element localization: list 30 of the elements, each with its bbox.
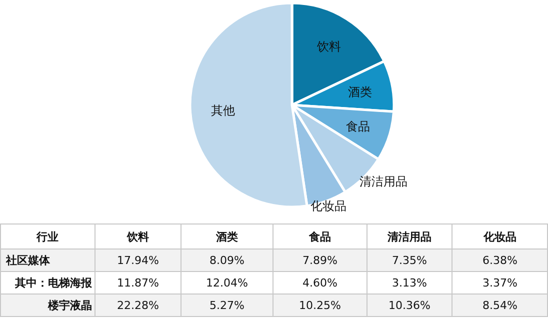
data-label: 12.04%: [206, 276, 248, 290]
slice-label: 饮料: [316, 40, 342, 54]
series-label: 楼宇液晶: [47, 299, 92, 312]
data-label: 10.36%: [388, 299, 430, 312]
data-label: 11.87%: [117, 276, 159, 290]
category-label: 清洁用品: [386, 230, 432, 244]
text: 其中：电梯海报: [14, 276, 93, 290]
data-label: 7.89%: [302, 254, 338, 268]
data-label: 3.13%: [392, 276, 427, 290]
data-label: 7.35%: [392, 254, 427, 268]
slice-label: 食品: [346, 120, 370, 134]
slice-label: 清洁用品: [359, 174, 408, 188]
category-label: 酒类: [215, 230, 238, 244]
category-label: 化妆品: [482, 230, 516, 244]
slice-label: 其他: [210, 103, 235, 118]
text: 行业: [36, 230, 58, 244]
data-label: 8.54%: [482, 299, 518, 312]
slice-label: 酒类: [348, 85, 372, 100]
category-label: 食品: [308, 230, 331, 244]
data-label: 8.09%: [210, 254, 244, 268]
data-label: 5.27%: [210, 299, 244, 312]
data-label: 17.94%: [117, 254, 159, 268]
data-label: 3.37%: [482, 276, 518, 290]
series-label: 社区媒体: [5, 254, 51, 268]
data-label: 22.28%: [117, 299, 159, 312]
slice-label: 化妆品: [310, 198, 347, 213]
data-label: 4.60%: [302, 276, 338, 290]
category-label: 饮料: [126, 230, 149, 244]
data-label: 6.38%: [482, 254, 518, 268]
data-label: 10.25%: [299, 299, 341, 312]
